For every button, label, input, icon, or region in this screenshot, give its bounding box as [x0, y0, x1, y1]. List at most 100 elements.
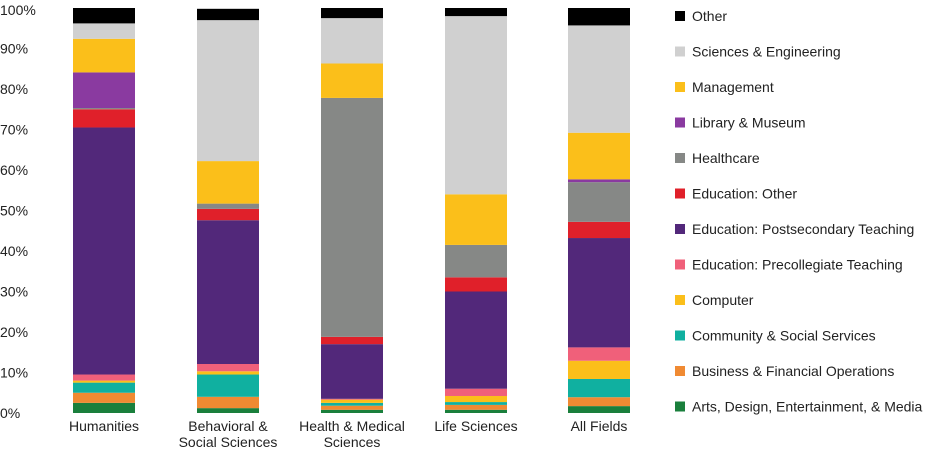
y-tick-label: 10% — [0, 365, 28, 381]
bar-segment — [73, 108, 135, 110]
bar-segment — [321, 344, 383, 399]
legend-label: Arts, Design, Entertainment, & Media — [692, 399, 923, 415]
bar-segment — [197, 8, 259, 21]
legend-swatch — [675, 259, 685, 270]
bar-segment — [321, 8, 383, 19]
bar-segment — [197, 363, 259, 372]
bar-segment — [568, 132, 630, 180]
y-tick-label: 70% — [0, 122, 28, 138]
bar-segment — [445, 409, 507, 413]
legend-swatch — [675, 330, 685, 341]
bar-segment — [73, 72, 135, 109]
bar-segment — [568, 378, 630, 398]
bar-segment — [197, 396, 259, 409]
y-tick-label: 30% — [0, 284, 28, 300]
legend-label: Sciences & Engineering — [692, 44, 841, 60]
legend-label: Education: Precollegiate Teaching — [692, 257, 903, 273]
bar-segment — [73, 109, 135, 128]
bar-segment — [321, 399, 383, 403]
bar-segment — [197, 20, 259, 162]
bar-segment — [568, 347, 630, 361]
legend-label: Other — [692, 8, 727, 24]
y-tick-label: 100% — [0, 2, 36, 18]
legend-swatch — [675, 401, 685, 412]
y-tick-label: 40% — [0, 243, 28, 259]
bar-segment — [321, 63, 383, 98]
bar-segment — [445, 8, 507, 17]
x-axis: Humanities Behavioral &Social Sciences Hea… — [69, 418, 627, 450]
bar-segment — [73, 382, 135, 393]
legend-swatch — [675, 11, 685, 21]
legend-swatch — [675, 46, 685, 57]
bar-segment — [321, 402, 383, 406]
legend-swatch — [675, 366, 685, 376]
legend-label: Business & Financial Operations — [692, 363, 894, 379]
bar-segment — [73, 23, 135, 39]
bar-segment — [73, 127, 135, 375]
legend-label: Computer — [692, 292, 754, 308]
legend-swatch — [675, 295, 685, 305]
x-category-label: Life Sciences — [434, 418, 517, 434]
bar-segment — [445, 277, 507, 292]
bar-segment — [197, 408, 259, 413]
bar-segment — [445, 388, 507, 396]
x-category-label: All Fields — [571, 418, 628, 434]
bar-segment — [321, 18, 383, 64]
bar-segment — [568, 238, 630, 348]
legend-label: Education: Other — [692, 186, 797, 202]
bar-segment — [197, 203, 259, 209]
bar-segment — [73, 392, 135, 403]
bar-segment — [445, 194, 507, 245]
y-axis: 0% 10% 20% 30% 40% 50% 60% 70% 80% 90% 100% — [0, 2, 36, 421]
legend-swatch — [675, 82, 685, 92]
y-tick-label: 50% — [0, 203, 28, 219]
bar-segment — [321, 97, 383, 337]
bar-segment — [197, 220, 259, 364]
bar-segment — [445, 16, 507, 195]
legend-label: Library & Museum — [692, 115, 806, 131]
y-tick-label: 90% — [0, 41, 28, 57]
x-category-label: Sciences — [324, 434, 381, 450]
bar-segment — [321, 409, 383, 413]
bar-segment — [445, 291, 507, 389]
legend-label: Education: Postsecondary Teaching — [692, 221, 914, 237]
legend-swatch — [675, 153, 685, 163]
y-tick-label: 0% — [0, 405, 20, 421]
y-tick-label: 20% — [0, 324, 28, 340]
x-category-label: Humanities — [69, 418, 139, 434]
bar-segment — [73, 8, 135, 24]
bar-segment — [568, 397, 630, 407]
bar-segment — [73, 374, 135, 381]
legend-label: Management — [692, 79, 774, 95]
y-tick-label: 80% — [0, 81, 28, 97]
bar-segment — [445, 404, 507, 410]
bar-segment — [197, 371, 259, 375]
bar-segment — [568, 406, 630, 413]
bar-segment — [197, 374, 259, 397]
bar-segment — [568, 179, 630, 183]
bar-segment — [321, 398, 383, 400]
bar-segment — [321, 336, 383, 345]
legend: Other Sciences & Engineering Management Lib… — [675, 8, 923, 415]
bar-segment — [73, 402, 135, 413]
x-category-label: Social Sciences — [179, 434, 278, 450]
legend-swatch — [675, 117, 685, 128]
bar-segment — [568, 8, 630, 26]
bar-segment — [445, 395, 507, 403]
x-category-label: Behavioral & — [188, 418, 268, 434]
y-tick-label: 60% — [0, 162, 28, 178]
bar-segment — [568, 182, 630, 222]
legend-label: Community & Social Services — [692, 328, 876, 344]
x-category-label: Health & Medical — [299, 418, 405, 434]
bar-segment — [73, 380, 135, 383]
bar-segment — [568, 360, 630, 379]
bar-segment — [73, 38, 135, 73]
bar-segment — [197, 161, 259, 204]
bar-segment — [197, 208, 259, 221]
bar-segment — [321, 405, 383, 410]
legend-swatch — [675, 188, 685, 199]
legend-label: Healthcare — [692, 150, 760, 166]
bars — [73, 8, 630, 413]
bar-segment — [568, 221, 630, 239]
